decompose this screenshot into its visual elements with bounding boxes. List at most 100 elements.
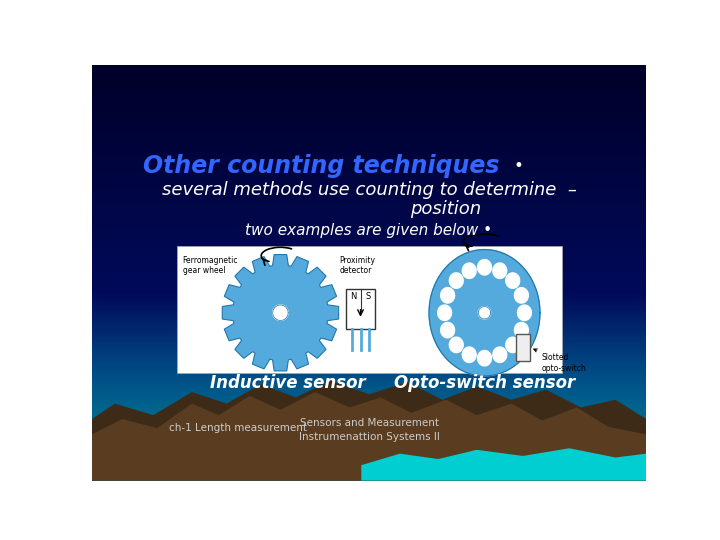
Bar	[92, 296, 647, 298]
Polygon shape	[92, 392, 647, 481]
Bar	[92, 68, 647, 69]
Bar	[92, 287, 647, 288]
Bar	[92, 151, 647, 152]
Polygon shape	[438, 305, 451, 320]
Bar	[92, 239, 647, 241]
Bar	[92, 244, 647, 245]
Bar	[92, 479, 647, 481]
Bar	[92, 371, 647, 373]
Bar	[92, 441, 647, 442]
Bar	[92, 197, 647, 198]
Bar	[92, 181, 647, 183]
Bar	[92, 399, 647, 400]
Bar	[92, 329, 647, 331]
Bar	[92, 263, 647, 265]
Bar	[92, 163, 647, 165]
Polygon shape	[462, 263, 476, 279]
Bar	[92, 249, 647, 251]
Bar	[92, 274, 647, 275]
Bar	[92, 152, 647, 153]
Bar	[92, 465, 647, 467]
Bar	[92, 271, 647, 273]
Bar	[92, 294, 647, 295]
Bar	[92, 314, 647, 316]
Bar	[92, 227, 647, 228]
Bar	[92, 373, 647, 374]
Bar	[92, 190, 647, 191]
Bar	[92, 306, 647, 307]
Bar	[92, 92, 647, 94]
Bar	[92, 95, 647, 97]
Bar	[92, 136, 647, 137]
Bar	[92, 461, 647, 463]
Polygon shape	[493, 263, 507, 279]
Bar	[92, 457, 647, 458]
Bar	[92, 469, 647, 471]
Bar	[92, 69, 647, 70]
Polygon shape	[441, 322, 454, 338]
Bar	[92, 187, 647, 188]
Bar	[92, 335, 647, 336]
Bar	[92, 435, 647, 436]
Bar	[92, 195, 647, 197]
Bar	[92, 393, 647, 395]
Bar	[92, 300, 647, 302]
Bar	[92, 380, 647, 381]
Bar	[92, 134, 647, 136]
Bar	[92, 231, 647, 233]
Bar	[92, 101, 647, 102]
Bar	[92, 94, 647, 95]
Bar	[92, 439, 647, 441]
Bar	[92, 428, 647, 429]
Bar	[92, 417, 647, 418]
Bar	[92, 258, 647, 259]
Bar	[92, 321, 647, 322]
Bar	[92, 422, 647, 424]
Bar	[92, 118, 647, 119]
Text: Proximity
detector: Proximity detector	[340, 256, 376, 275]
Bar	[92, 339, 647, 341]
Bar	[92, 319, 647, 320]
Bar	[92, 345, 647, 346]
Bar	[92, 188, 647, 190]
Bar	[92, 122, 647, 123]
Polygon shape	[441, 288, 454, 303]
Bar	[92, 281, 647, 282]
Text: •: •	[514, 158, 523, 176]
Bar	[92, 382, 647, 383]
Bar	[92, 265, 647, 266]
Bar	[92, 172, 647, 173]
Bar	[92, 233, 647, 234]
Bar	[92, 111, 647, 112]
Bar	[92, 400, 647, 402]
Bar	[92, 212, 647, 213]
Bar	[92, 464, 647, 465]
Bar	[92, 144, 647, 145]
Bar	[92, 432, 647, 434]
Bar	[92, 173, 647, 174]
Bar	[92, 209, 647, 211]
Bar	[92, 299, 647, 300]
Bar	[92, 468, 647, 469]
Bar	[92, 348, 647, 349]
Bar	[92, 456, 647, 457]
Bar	[92, 160, 647, 162]
Bar	[92, 168, 647, 170]
Bar	[92, 474, 647, 475]
Bar	[92, 451, 647, 453]
Bar	[92, 273, 647, 274]
Bar	[92, 407, 647, 409]
Bar	[92, 127, 647, 129]
Bar	[92, 162, 647, 163]
Bar	[92, 429, 647, 431]
Bar	[92, 320, 647, 321]
Bar	[92, 199, 647, 201]
Bar	[92, 361, 647, 363]
Bar	[92, 73, 647, 75]
Polygon shape	[462, 347, 476, 362]
Bar	[92, 354, 647, 356]
Bar	[92, 153, 647, 155]
Bar	[92, 235, 647, 237]
Bar	[92, 108, 647, 109]
Text: ch-1 Length measurement: ch-1 Length measurement	[168, 423, 307, 433]
